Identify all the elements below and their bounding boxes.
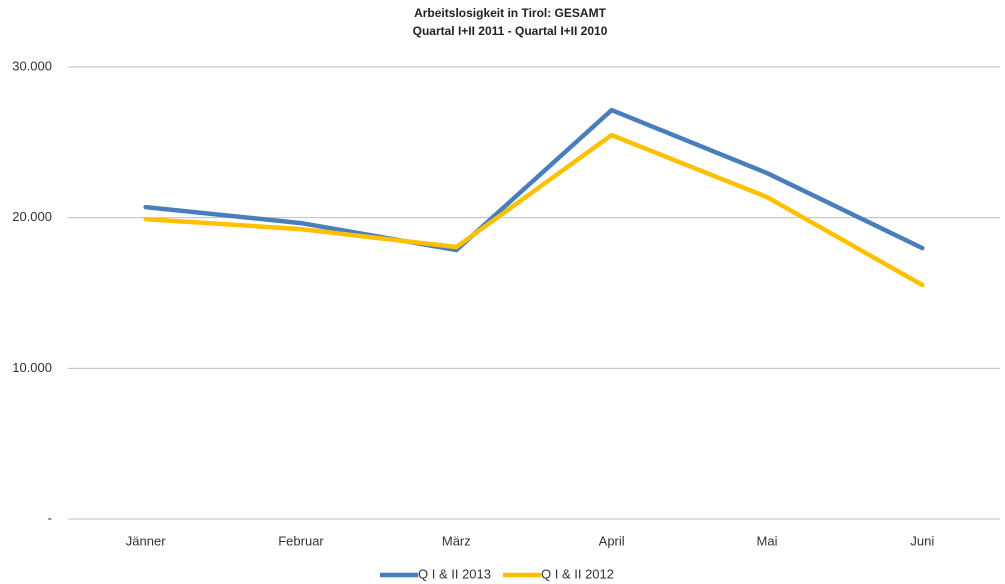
series-line [143,107,925,253]
y-tick-label: 20.000 [12,209,52,224]
y-tick-label: 30.000 [12,58,52,73]
series-line [143,132,925,288]
chart-subtitle: Quartal I+II 2011 - Quartal I+II 2010 [413,24,608,38]
x-tick-label: Mai [757,533,778,548]
y-tick-label: 10.000 [12,360,52,375]
x-tick-label: Jänner [126,533,166,548]
x-tick-label: Februar [278,533,324,548]
x-tick-label: März [442,533,471,548]
legend-label: Q I & II 2013 [418,566,491,581]
x-tick-label: Juni [910,533,934,548]
y-tick-label: - [48,510,52,525]
x-tick-label: April [599,533,625,548]
chart-title: Arbeitslosigkeit in Tirol: GESAMT [414,6,606,20]
legend-label: Q I & II 2012 [541,566,614,581]
